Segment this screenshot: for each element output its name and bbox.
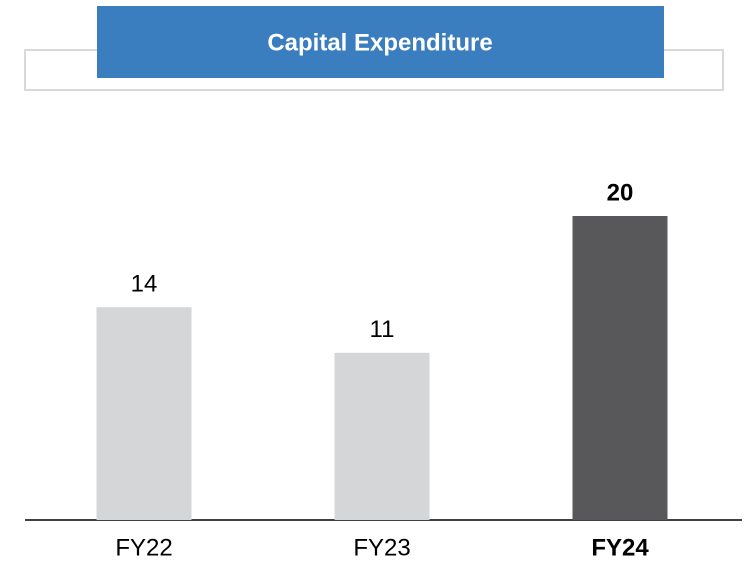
bar [572, 216, 668, 520]
title-box [97, 6, 664, 78]
value-label: 20 [607, 179, 634, 206]
value-label: 11 [370, 316, 395, 343]
bar [96, 307, 192, 520]
chart-title: Capital Expenditure [267, 29, 492, 56]
bar [334, 352, 430, 520]
x-tick-label: FY22 [115, 534, 172, 561]
x-tick-label: FY23 [353, 534, 410, 561]
value-label: 14 [131, 271, 158, 298]
x-tick-label: FY24 [591, 534, 649, 561]
